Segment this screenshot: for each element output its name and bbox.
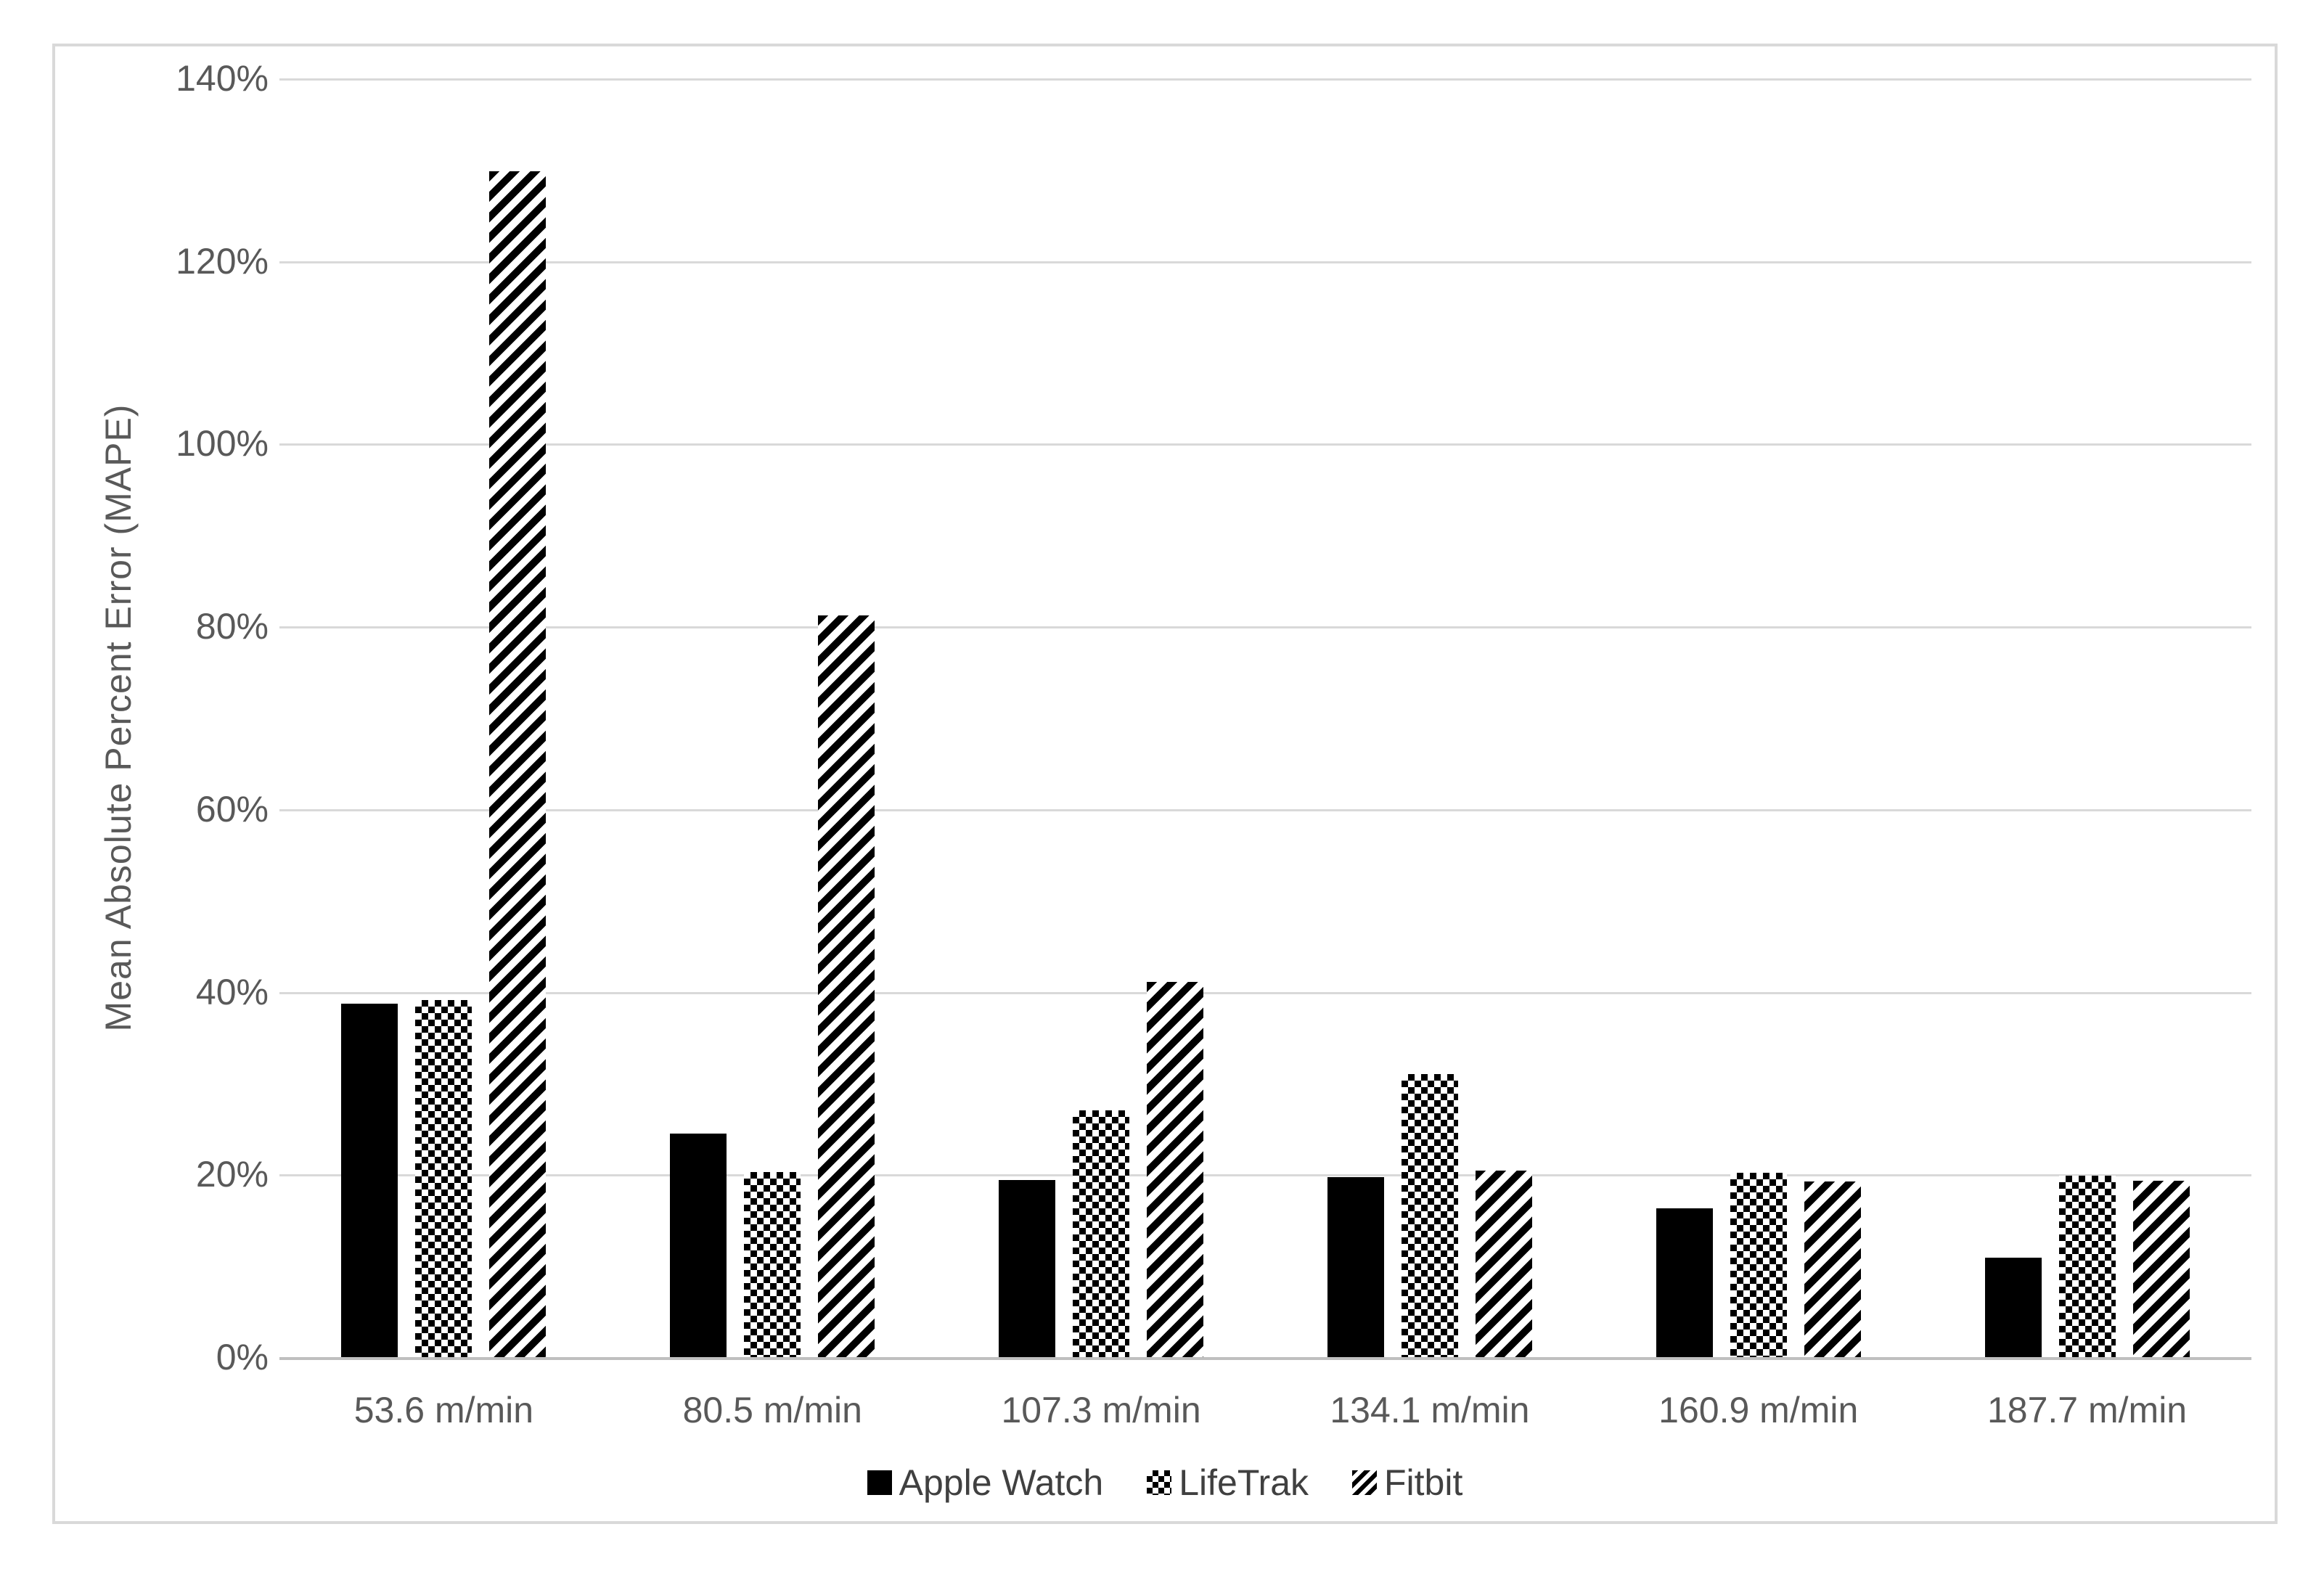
y-tick-label-100-: 100% [176, 423, 269, 464]
gridline-80 [279, 626, 2251, 629]
y-tick-label-120-: 120% [176, 240, 269, 282]
y-tick-label-0-: 0% [216, 1337, 269, 1377]
y-tick-label-140-: 140% [176, 58, 269, 99]
legend-item-lifetrak: LifeTrak [1147, 1462, 1309, 1504]
legend-item-apple-watch: Apple Watch [867, 1462, 1104, 1504]
bar-fitbit-187-7-m-min [2132, 1181, 2190, 1357]
legend-label-lifetrak: LifeTrak [1179, 1462, 1309, 1503]
y-tick-label-20-: 20% [195, 1154, 269, 1195]
bar-fitbit-160-9-m-min [1804, 1181, 1861, 1357]
bar-group-187-7-m-min [1923, 78, 2251, 1357]
bar-group-80-5-m-min [608, 78, 937, 1357]
x-tick-label-80-5-m-min: 80.5 m/min [682, 1390, 862, 1430]
legend-swatch-icon-apple-watch [867, 1470, 892, 1495]
bar-apple-watch-80-5-m-min [670, 1133, 727, 1357]
gridline-120 [279, 261, 2251, 263]
bar-lifetrak-107-3-m-min [1073, 1110, 1130, 1357]
gridline-100 [279, 443, 2251, 446]
legend-swatch-icon-lifetrak [1147, 1470, 1172, 1495]
bar-lifetrak-80-5-m-min [744, 1171, 801, 1357]
bar-group-134-1-m-min [1265, 78, 1594, 1357]
legend-item-fitbit: Fitbit [1352, 1462, 1462, 1504]
legend: Apple Watch LifeTrak Fitbit [52, 1457, 2278, 1508]
gridline-60 [279, 808, 2251, 811]
bar-fitbit-134-1-m-min [1475, 1171, 1532, 1357]
bar-fitbit-53-6-m-min [489, 171, 547, 1357]
bar-apple-watch-107-3-m-min [999, 1179, 1056, 1357]
bar-lifetrak-187-7-m-min [2058, 1175, 2116, 1357]
bar-groups [279, 78, 2251, 1357]
legend-label-fitbit: Fitbit [1384, 1462, 1463, 1503]
legend-label-apple-watch: Apple Watch [899, 1462, 1104, 1503]
bar-lifetrak-160-9-m-min [1730, 1172, 1787, 1357]
y-axis-title: Mean Absolute Percent Error (MAPE) [98, 404, 139, 1032]
gridline-20 [279, 1174, 2251, 1177]
x-tick-label-160-9-m-min: 160.9 m/min [1658, 1390, 1859, 1430]
x-axis-line [279, 1357, 2251, 1360]
gridline-140 [279, 78, 2251, 81]
x-tick-label-107-3-m-min: 107.3 m/min [1001, 1390, 1201, 1430]
bar-apple-watch-53-6-m-min [341, 1003, 398, 1357]
x-tick-label-53-6-m-min: 53.6 m/min [353, 1390, 534, 1430]
bar-group-160-9-m-min [1594, 78, 1923, 1357]
x-tick-label-187-7-m-min: 187.7 m/min [1987, 1390, 2188, 1430]
bar-fitbit-80-5-m-min [818, 615, 875, 1357]
x-axis-tick-labels: 53.6 m/min 80.5 m/min 107.3 m/min 134.1 m/m… [279, 1388, 2251, 1433]
bar-apple-watch-187-7-m-min [1984, 1257, 2042, 1357]
y-tick-label-60-: 60% [195, 788, 269, 830]
bar-fitbit-107-3-m-min [1147, 981, 1204, 1357]
bar-group-53-6-m-min [279, 78, 608, 1357]
gridline-40 [279, 991, 2251, 994]
bar-apple-watch-134-1-m-min [1327, 1177, 1384, 1357]
bar-group-107-3-m-min [937, 78, 1266, 1357]
plot-area [279, 78, 2251, 1360]
y-tick-label-80-: 80% [195, 606, 269, 647]
bar-apple-watch-160-9-m-min [1656, 1208, 1713, 1357]
legend-swatch-icon-fitbit [1352, 1470, 1378, 1495]
bar-lifetrak-134-1-m-min [1401, 1073, 1458, 1357]
y-tick-label-40-: 40% [195, 971, 269, 1012]
bar-lifetrak-53-6-m-min [415, 999, 472, 1357]
x-tick-label-134-1-m-min: 134.1 m/min [1330, 1390, 1530, 1430]
